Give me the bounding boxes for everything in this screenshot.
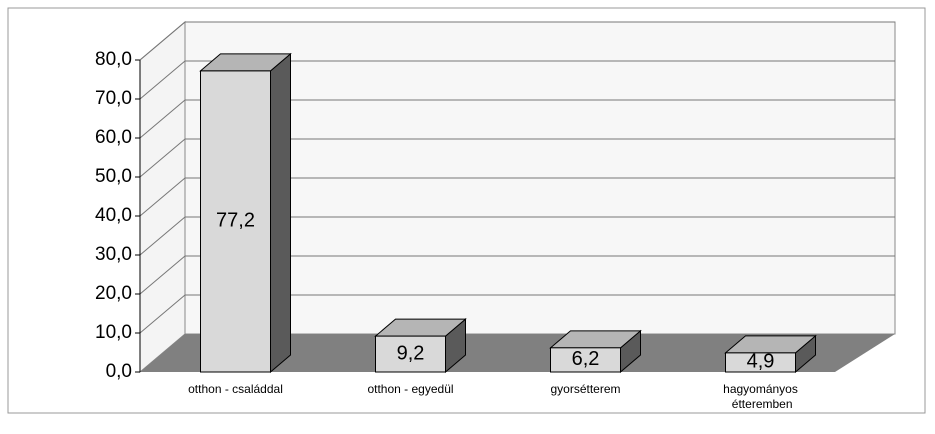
- grid-line: [139, 216, 895, 256]
- y-tick-label: 20,0: [95, 283, 132, 304]
- grid-line: [139, 255, 895, 295]
- grid-line: [139, 99, 895, 139]
- grid-line: [139, 60, 895, 100]
- y-tick-label: 80,0: [95, 49, 132, 70]
- y-tick-label: 0,0: [106, 361, 132, 382]
- value-label: 77,2: [216, 210, 255, 232]
- value-label: 6,2: [572, 348, 600, 370]
- bar: [375, 335, 446, 373]
- y-tick-label: 30,0: [95, 244, 132, 265]
- grid-line: [139, 138, 895, 178]
- value-label: 9,2: [397, 342, 425, 364]
- y-tick-label: 40,0: [95, 205, 132, 226]
- y-tick-label: 70,0: [95, 88, 132, 109]
- value-label: 4,9: [747, 351, 775, 373]
- x-tick-label: hagyományos étteremben: [723, 382, 798, 411]
- y-tick-label: 60,0: [95, 127, 132, 148]
- grid-line: [139, 294, 895, 334]
- grid-line: [139, 177, 895, 217]
- y-tick-label: 50,0: [95, 166, 132, 187]
- y-tick-label: 10,0: [95, 322, 132, 343]
- floor: [140, 334, 895, 372]
- x-tick-label: gyorsétterem: [550, 382, 620, 396]
- bar: [200, 70, 271, 373]
- bar-side: [270, 52, 291, 374]
- grid-line: [139, 21, 895, 61]
- x-tick-label: otthon - családdal: [188, 382, 283, 396]
- x-tick-label: otthon - egyedül: [367, 382, 453, 396]
- bar: [725, 352, 796, 373]
- bar: [550, 347, 621, 373]
